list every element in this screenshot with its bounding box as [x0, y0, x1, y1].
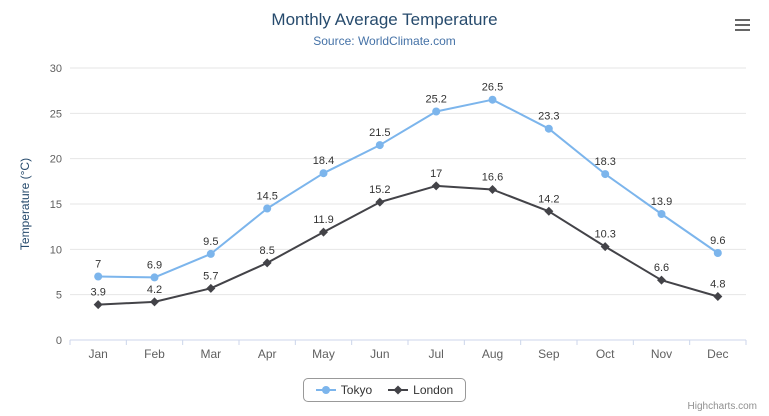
data-point-tokyo[interactable]: [544, 124, 553, 133]
legend-item-london[interactable]: London: [388, 383, 453, 397]
data-point-london[interactable]: [544, 206, 554, 216]
data-label-london: 5.7: [203, 270, 218, 282]
x-axis-category-label: Aug: [482, 347, 503, 361]
data-point-london[interactable]: [206, 283, 216, 293]
data-point-tokyo[interactable]: [488, 95, 497, 104]
data-point-london[interactable]: [713, 291, 723, 301]
data-label-london: 11.9: [313, 214, 334, 226]
data-label-tokyo: 23.3: [538, 111, 559, 123]
data-point-london[interactable]: [375, 197, 385, 207]
data-label-tokyo: 26.5: [482, 82, 503, 94]
data-label-tokyo: 21.5: [369, 127, 390, 139]
data-point-tokyo[interactable]: [319, 169, 328, 178]
data-label-tokyo: 25.2: [425, 94, 446, 106]
y-axis-tick-label: 30: [50, 63, 62, 75]
data-label-london: 16.6: [482, 172, 503, 184]
x-axis-category-label: Sep: [538, 347, 560, 361]
legend-box: Tokyo London: [302, 378, 467, 402]
data-point-london[interactable]: [657, 275, 666, 285]
data-label-london: 4.8: [710, 279, 725, 291]
y-axis-tick-label: 15: [50, 199, 62, 211]
data-label-tokyo: 18.4: [313, 155, 334, 167]
circle-marker-icon: [315, 386, 336, 394]
x-axis-category-label: Mar: [200, 347, 221, 361]
data-point-london[interactable]: [488, 184, 497, 194]
x-axis-category-label: Feb: [144, 347, 165, 361]
data-label-tokyo: 18.3: [594, 156, 615, 168]
data-point-tokyo[interactable]: [657, 210, 666, 218]
chart-subtitle: Source: WorldClimate.com: [313, 34, 456, 48]
legend-label-london: London: [413, 383, 454, 397]
data-label-tokyo: 13.9: [651, 196, 672, 208]
data-point-tokyo[interactable]: [263, 204, 272, 213]
data-point-london[interactable]: [431, 181, 441, 191]
diamond-marker-icon: [388, 385, 409, 395]
data-point-tokyo[interactable]: [206, 249, 215, 258]
data-point-tokyo[interactable]: [150, 273, 159, 282]
x-axis-category-label: Apr: [258, 347, 277, 361]
x-axis-category-label: Dec: [707, 347, 728, 361]
data-point-london[interactable]: [319, 227, 328, 237]
credits-link[interactable]: Highcharts.com: [687, 401, 757, 412]
data-point-tokyo[interactable]: [432, 107, 441, 116]
y-axis-tick-label: 20: [50, 154, 62, 166]
y-axis-tick-label: 25: [50, 108, 62, 120]
x-axis-category-label: Nov: [651, 347, 672, 361]
data-label-london: 14.2: [538, 193, 559, 205]
x-axis-category-label: Jul: [428, 347, 443, 361]
data-label-london: 15.2: [369, 184, 390, 196]
y-axis-tick-label: 0: [56, 335, 62, 347]
data-point-tokyo[interactable]: [601, 170, 610, 179]
data-point-tokyo[interactable]: [375, 141, 384, 150]
x-axis-category-label: Jan: [88, 347, 107, 361]
x-axis-category-label: Jun: [370, 347, 389, 361]
data-label-tokyo: 14.5: [256, 191, 277, 203]
legend-item-tokyo[interactable]: Tokyo: [315, 383, 373, 397]
data-label-london: 3.9: [91, 287, 106, 299]
data-point-london[interactable]: [600, 242, 610, 252]
x-axis-category-label: May: [312, 347, 335, 361]
data-label-tokyo: 7: [95, 259, 101, 271]
chart-title: Monthly Average Temperature: [271, 10, 498, 29]
legend-label-tokyo: Tokyo: [340, 383, 373, 397]
hamburger-menu-icon[interactable]: [731, 16, 753, 34]
data-label-london: 4.2: [147, 284, 162, 296]
data-point-london[interactable]: [150, 297, 159, 307]
data-label-tokyo: 6.9: [147, 259, 162, 271]
y-axis-title: Temperature (°C): [18, 157, 32, 251]
data-label-london: 10.3: [594, 229, 615, 241]
data-label-london: 6.6: [654, 262, 669, 274]
data-point-london[interactable]: [262, 258, 272, 268]
data-point-london[interactable]: [93, 300, 103, 310]
y-axis-tick-label: 5: [56, 290, 62, 302]
legend: Tokyo London: [0, 378, 769, 402]
data-point-tokyo[interactable]: [713, 249, 722, 257]
series-line-tokyo: [97, 98, 719, 279]
data-label-tokyo: 9.6: [710, 235, 725, 247]
data-label-tokyo: 9.5: [203, 236, 218, 248]
data-point-tokyo[interactable]: [94, 272, 103, 281]
x-axis-category-label: Oct: [596, 347, 615, 361]
data-label-london: 17: [430, 168, 442, 180]
data-label-london: 8.5: [260, 245, 275, 257]
y-axis-tick-label: 10: [50, 244, 62, 256]
series-line-london: [97, 184, 719, 306]
